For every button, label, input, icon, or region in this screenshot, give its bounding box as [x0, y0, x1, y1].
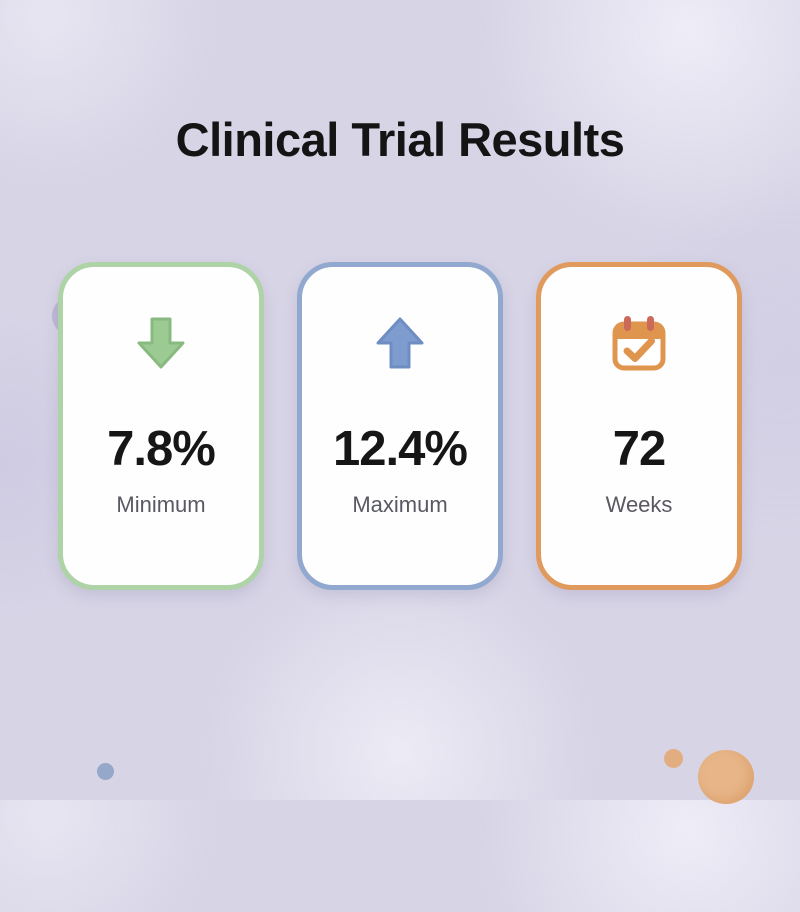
stat-card-weeks: 72 Weeks — [536, 262, 742, 590]
stat-value-minimum: 7.8% — [107, 422, 216, 476]
arrow-down-icon — [137, 317, 185, 369]
stat-value-weeks: 72 — [612, 422, 667, 476]
stat-card-minimum: 7.8% Minimum — [58, 262, 264, 590]
decor-orange-dot-bottomright-sm — [664, 749, 683, 768]
infographic-page: { "title": "Clinical Trial Results", "ca… — [0, 112, 800, 912]
decor-orange-circle-bottomright — [698, 750, 754, 804]
stat-card-maximum: 12.4% Maximum — [297, 262, 503, 590]
stat-value-maximum: 12.4% — [333, 422, 468, 476]
calendar-check-icon — [612, 316, 666, 371]
page-title: Clinical Trial Results — [175, 113, 625, 166]
stat-label-maximum: Maximum — [352, 492, 448, 517]
stat-cards-row: 7.8% Minimum 12.4% Maximum 72 Weeks — [0, 262, 800, 590]
stat-label-weeks: Weeks — [605, 492, 673, 517]
stat-label-minimum: Minimum — [116, 492, 206, 517]
arrow-up-icon — [376, 317, 424, 369]
decor-blue-dot-bottomleft — [97, 763, 114, 780]
